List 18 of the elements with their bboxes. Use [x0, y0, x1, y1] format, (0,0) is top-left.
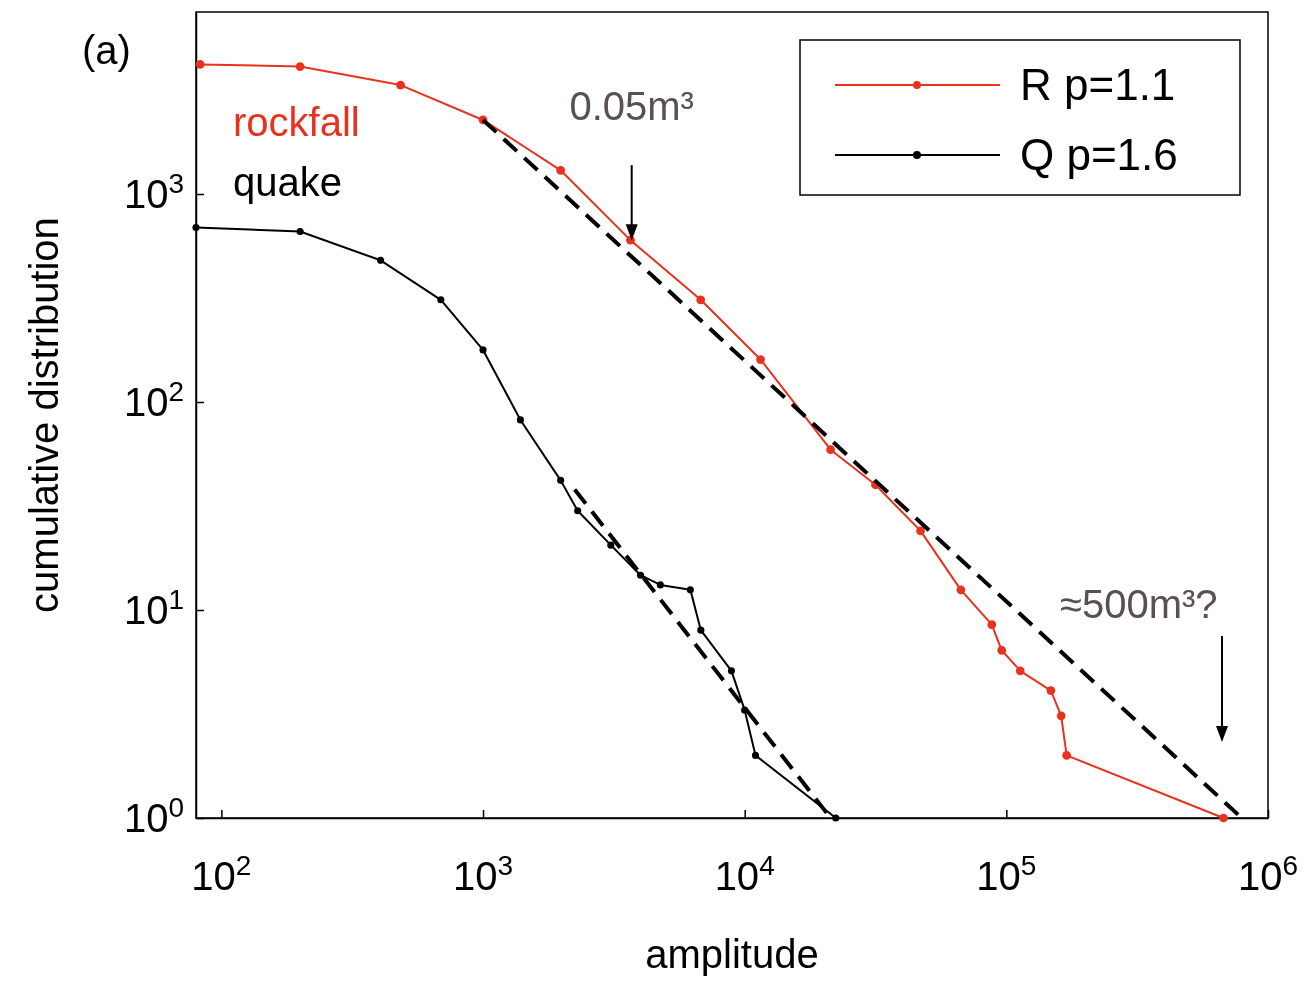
y-axis-title: cumulative distribution: [22, 217, 66, 613]
x-tick-label: 10$^{2}$: [191, 849, 252, 898]
annotation: ≈500m³?: [1060, 582, 1218, 626]
y-tick-label: 10$^{3}$: [123, 167, 184, 217]
y-tick-label: 10$^{2}$: [123, 375, 184, 425]
y-tick-label: 10$^{1}$: [123, 583, 184, 632]
y-tick-label: 10$^{0}$: [123, 791, 184, 840]
x-tick-label: 10$^{4}$: [714, 849, 775, 898]
x-tick-label: 10$^{6}$: [1237, 849, 1299, 898]
x-tick-label: 10$^{5}$: [976, 849, 1037, 898]
x-tick-label: 10$^{3}$: [452, 849, 514, 898]
annotation: 0.05m³: [569, 84, 694, 129]
annotation: quake: [233, 160, 342, 204]
legend-label: Q p=1.6: [1020, 130, 1178, 179]
x-axis-title: amplitude: [645, 932, 819, 976]
legend-label: R p=1.1: [1020, 60, 1176, 109]
annotation: rockfall: [233, 100, 360, 144]
text: (a): [82, 28, 131, 72]
